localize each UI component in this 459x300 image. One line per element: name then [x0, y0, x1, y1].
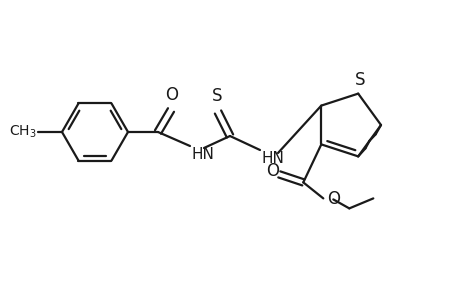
Text: O: O	[165, 86, 178, 104]
Text: CH$_3$: CH$_3$	[9, 124, 37, 140]
Text: S: S	[354, 70, 364, 88]
Text: O: O	[265, 162, 278, 180]
Text: HN: HN	[262, 151, 284, 166]
Text: O: O	[327, 190, 340, 208]
Text: S: S	[211, 87, 222, 105]
Text: HN: HN	[191, 147, 214, 162]
